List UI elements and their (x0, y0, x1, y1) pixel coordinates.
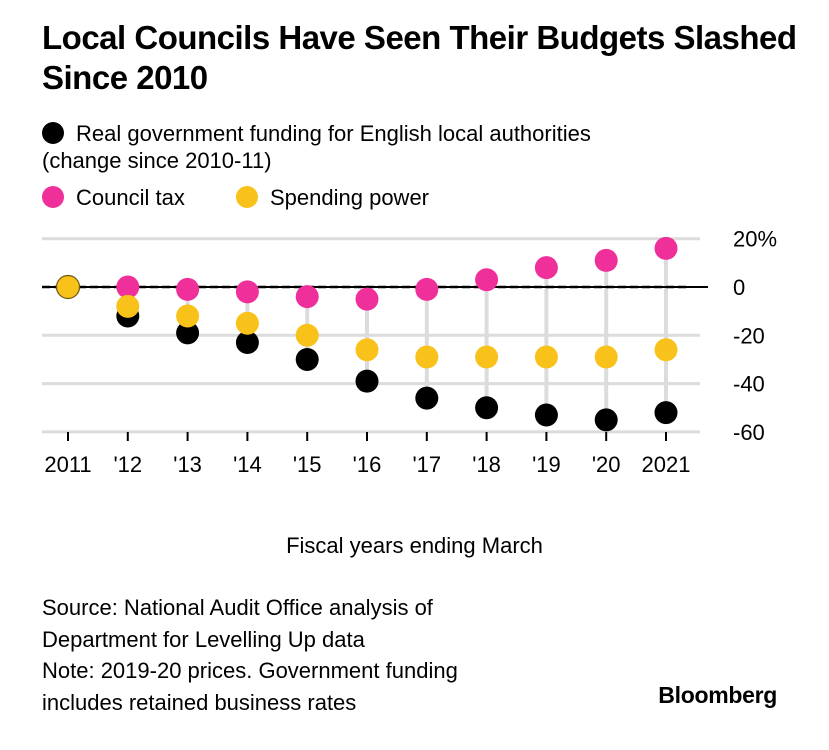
x-tick-label: '12 (113, 452, 142, 477)
x-tick-label: '16 (353, 452, 382, 477)
spending-power-point (295, 323, 319, 347)
x-tick-label: '18 (472, 452, 501, 477)
government-funding-point (654, 401, 678, 425)
legend-item-council-tax: Council tax (42, 184, 185, 212)
council-tax-point (654, 236, 678, 260)
x-tick-label: '15 (293, 452, 322, 477)
x-axis-title: Fiscal years ending March (286, 533, 543, 558)
legend-sublabel: (change since 2010-11) (42, 148, 272, 173)
spending-power-point (56, 275, 80, 299)
spending-power-point (355, 338, 379, 362)
y-tick-label: 20% (733, 227, 777, 252)
chart-title: Local Councils Have Seen Their Budgets S… (42, 19, 797, 96)
spending-power-point (654, 338, 678, 362)
government-funding-point (355, 369, 379, 393)
council-tax-point (594, 248, 618, 272)
council-tax-point (415, 277, 439, 301)
legend-label-council-tax: Council tax (76, 185, 185, 210)
yellow-dot-icon (236, 186, 258, 208)
y-tick-label: -20 (733, 323, 765, 348)
government-funding-point (594, 408, 618, 432)
x-tick-label: '14 (233, 452, 262, 477)
x-tick-label: 2011 (44, 452, 91, 477)
council-tax-point (116, 275, 140, 299)
footnotes: Source: National Audit Office analysis o… (42, 592, 458, 718)
x-tick-label: '13 (173, 452, 202, 477)
spending-power-point (594, 345, 618, 369)
x-tick-label: '17 (412, 452, 441, 477)
council-tax-point (235, 280, 259, 304)
government-funding-point (415, 386, 439, 410)
source-line-2: Department for Levelling Up data (42, 626, 365, 652)
government-funding-point (235, 331, 259, 355)
council-tax-point (355, 287, 379, 311)
spending-power-point (534, 345, 558, 369)
x-tick-label: '19 (532, 452, 561, 477)
council-tax-point (295, 285, 319, 309)
government-funding-point (176, 321, 200, 345)
black-dot-icon (42, 122, 64, 144)
spending-power-point (176, 304, 200, 328)
pink-dot-icon (42, 186, 64, 208)
government-funding-point (475, 396, 499, 420)
origin-point-outline (55, 274, 81, 300)
government-funding-point (534, 403, 558, 427)
spending-power-point (415, 345, 439, 369)
legend-item-government-funding: Real government funding for English loca… (42, 120, 591, 148)
legend-label-spending-power: Spending power (270, 185, 430, 210)
y-tick-label: -60 (733, 420, 765, 445)
spending-power-point (116, 294, 140, 318)
legend-item-spending-power: Spending power (236, 184, 429, 212)
council-tax-point (534, 256, 558, 280)
x-tick-label: 2021 (642, 452, 691, 477)
legend-label-government-funding: Real government funding for English loca… (76, 121, 591, 146)
chart-plot: 20% 0 -20 -40 -60 2011 '12 '13 '14 '15 '16 '17 '18 '1… (42, 227, 777, 477)
note-line-1: Note: 2019-20 prices. Government funding (42, 658, 458, 683)
council-tax-point (176, 277, 200, 301)
x-tick-label: '20 (592, 452, 621, 477)
source-line-1: Source: National Audit Office analysis o… (42, 595, 433, 620)
spending-power-point (475, 345, 499, 369)
council-tax-point (475, 268, 499, 292)
bloomberg-logo: Bloomberg (658, 682, 777, 708)
y-tick-label: 0 (733, 275, 745, 300)
government-funding-point (295, 347, 319, 371)
note-line-2: includes retained business rates (42, 689, 357, 715)
spending-power-point (235, 311, 259, 335)
y-tick-label: -40 (733, 372, 765, 397)
